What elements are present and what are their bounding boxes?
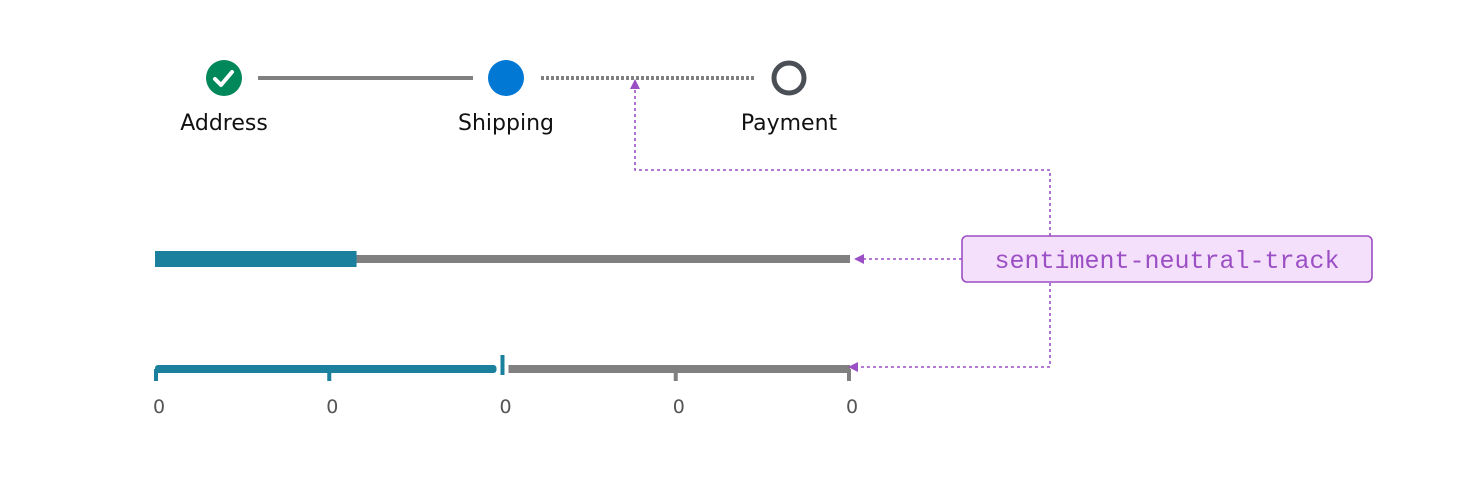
- stepper: Address Shipping Payment: [180, 60, 838, 136]
- step-label: Shipping: [458, 111, 554, 136]
- annotation: [634, 86, 1051, 368]
- slider-track: [508, 365, 850, 373]
- progress-bar: [155, 251, 850, 267]
- step-complete-indicator: [206, 60, 242, 96]
- check-icon: [213, 70, 234, 87]
- slider-tick-label: 0: [846, 396, 858, 418]
- slider-tick-label: 0: [673, 396, 685, 418]
- slider-tick: [154, 369, 158, 381]
- slider-tick: [327, 369, 332, 381]
- arrow-head-icon: [848, 362, 858, 372]
- step-payment[interactable]: Payment: [741, 60, 838, 136]
- step-current-indicator: [488, 60, 524, 96]
- slider-tick-label: 0: [153, 396, 165, 418]
- step-label: Payment: [741, 111, 838, 136]
- slider-tick: [847, 369, 851, 381]
- leader-line-slider: [858, 283, 1051, 368]
- step-label: Address: [180, 111, 268, 136]
- slider-thumb[interactable]: [500, 355, 505, 375]
- slider-tick-label: 0: [499, 396, 511, 418]
- slider-tick: [673, 369, 678, 381]
- arrow-head-icon: [630, 79, 640, 89]
- arrow-head-icon: [854, 254, 864, 264]
- step-address[interactable]: Address: [180, 60, 268, 136]
- slider-tick-label: 0: [326, 396, 338, 418]
- slider[interactable]: 0 0 0 0 0: [153, 355, 858, 418]
- slider-fill: [155, 365, 497, 373]
- step-upcoming-indicator: [771, 60, 807, 96]
- callout-box: [961, 235, 1373, 283]
- progress-fill: [155, 251, 357, 267]
- leader-line-stepper: [634, 86, 1051, 236]
- callout: sentiment-neutral-track: [961, 235, 1373, 283]
- callout-label: sentiment-neutral-track: [994, 247, 1339, 276]
- step-shipping[interactable]: Shipping: [458, 60, 554, 136]
- progress-track: [155, 255, 850, 263]
